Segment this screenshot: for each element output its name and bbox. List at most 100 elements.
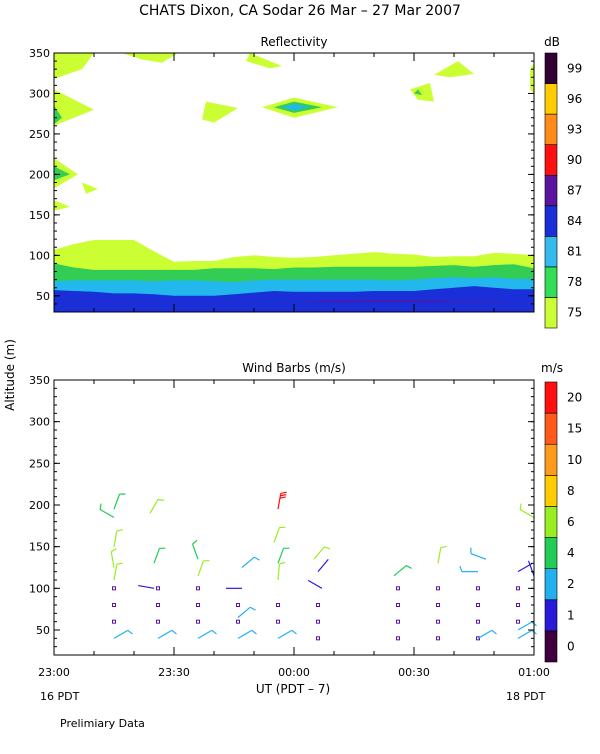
y-tick-label: 50 — [36, 290, 50, 303]
wind-barb-flag — [117, 530, 123, 531]
calm-marker — [517, 587, 520, 590]
y-tick-label: 150 — [29, 209, 50, 222]
calm-marker — [517, 604, 520, 607]
wind-barb-flag — [441, 546, 447, 547]
wind-barb-staff — [518, 630, 532, 638]
wind-barb-staff — [314, 547, 324, 559]
wind-barb-flag — [279, 562, 285, 564]
calm-marker — [477, 620, 480, 623]
wind-barb-staff — [114, 630, 128, 638]
colorbar-swatch — [545, 600, 557, 631]
reflectivity-fill — [54, 53, 534, 314]
x-tick-label: 01:00 — [518, 666, 550, 679]
wind-barb-staff — [278, 630, 292, 638]
reflectivity-patch — [202, 102, 238, 123]
calm-marker — [277, 604, 280, 607]
reflectivity-unit: dB — [544, 35, 560, 49]
colorbar-swatch — [545, 444, 557, 475]
wind-barb — [198, 561, 209, 576]
wind-barb-flag — [292, 630, 297, 634]
wind-barb — [100, 504, 114, 518]
wind-barb — [111, 549, 116, 568]
wind-barb-flag — [520, 504, 521, 510]
wind-barb-flag — [172, 630, 177, 634]
wind-barb — [193, 540, 198, 559]
colorbar-swatch — [545, 84, 557, 115]
wind-barb — [394, 566, 412, 576]
wind-barb — [114, 563, 123, 580]
reflectivity-patch — [54, 53, 94, 79]
reflectivity-patch — [54, 89, 94, 125]
wind-barb — [238, 630, 257, 638]
colorbar-tick-label: 81 — [567, 245, 582, 259]
wind-barb-staff — [478, 630, 492, 638]
y-tick-label: 150 — [29, 541, 50, 554]
colorbar-tick-label: 1 — [567, 608, 575, 622]
wind-barb-staff — [438, 548, 441, 564]
wind-barb-flag — [281, 492, 287, 493]
x-tick-label: 23:30 — [158, 666, 190, 679]
calm-marker — [317, 604, 320, 607]
wind-barb — [278, 630, 297, 638]
wind-barb-staff — [150, 499, 158, 513]
colorbar-swatch — [545, 475, 557, 506]
y-tick-label: 350 — [29, 374, 50, 387]
figure-title: CHATS Dixon, CA Sodar 26 Mar – 27 Mar 20… — [139, 3, 461, 19]
colorbar-swatch — [545, 53, 557, 84]
calm-marker — [477, 604, 480, 607]
reflectivity-patch — [122, 53, 178, 63]
wind-barb — [154, 548, 165, 563]
wind-barbs-unit: m/s — [541, 361, 563, 375]
wind-barb-staff — [198, 561, 203, 576]
calm-marker — [317, 620, 320, 623]
wind-barb — [278, 548, 289, 563]
calm-marker — [197, 587, 200, 590]
wind-barb-staff — [193, 544, 198, 559]
calm-marker — [437, 637, 440, 640]
colorbar-tick-label: 6 — [567, 515, 575, 529]
wind-barb-flag — [193, 540, 198, 544]
wind-barb — [314, 547, 330, 559]
y-tick-label: 250 — [29, 128, 50, 141]
y-axis-label: Altitude (m) — [3, 339, 17, 411]
wind-barb-flag — [460, 566, 462, 572]
wind-barb-flag — [158, 499, 164, 500]
reflectivity-patch — [410, 83, 434, 102]
x-date-right: 18 PDT — [506, 690, 546, 703]
reflectivity-patch — [434, 61, 474, 77]
wind-barb — [138, 586, 154, 589]
colorbar-swatch — [545, 382, 557, 413]
footer-note: Prelimiary Data — [60, 717, 145, 730]
calm-marker — [197, 620, 200, 623]
calm-marker — [277, 620, 280, 623]
y-tick-label: 350 — [29, 47, 50, 60]
wind-barb — [478, 630, 497, 638]
y-tick-label: 200 — [29, 499, 50, 512]
wind-barb-staff — [114, 531, 117, 547]
colorbar-swatch — [545, 114, 557, 145]
reflectivity-patch — [54, 200, 70, 211]
wind-barb-staff — [158, 630, 172, 638]
x-axis-label: UT (PDT – 7) — [256, 682, 330, 696]
colorbar-tick-label: 87 — [567, 184, 582, 198]
colorbar-tick-label: 15 — [567, 422, 582, 436]
wind-barb-staff — [278, 564, 279, 580]
calm-marker — [437, 620, 440, 623]
wind-barb-flag — [406, 566, 411, 569]
colorbar-tick-label: 75 — [567, 306, 582, 320]
colorbar-swatch — [545, 206, 557, 237]
wind-barb — [274, 527, 285, 542]
wind-barbs-title: Wind Barbs (m/s) — [242, 361, 346, 375]
calm-marker — [437, 604, 440, 607]
calm-marker — [113, 620, 116, 623]
wind-barb — [198, 630, 217, 638]
colorbar-swatch — [545, 538, 557, 569]
y-tick-label: 50 — [36, 624, 50, 637]
colorbar-tick-label: 99 — [567, 61, 582, 75]
wind-barb — [438, 546, 447, 563]
wind-barb-staff — [518, 622, 532, 630]
calm-marker — [397, 604, 400, 607]
wind-barb — [471, 548, 486, 559]
